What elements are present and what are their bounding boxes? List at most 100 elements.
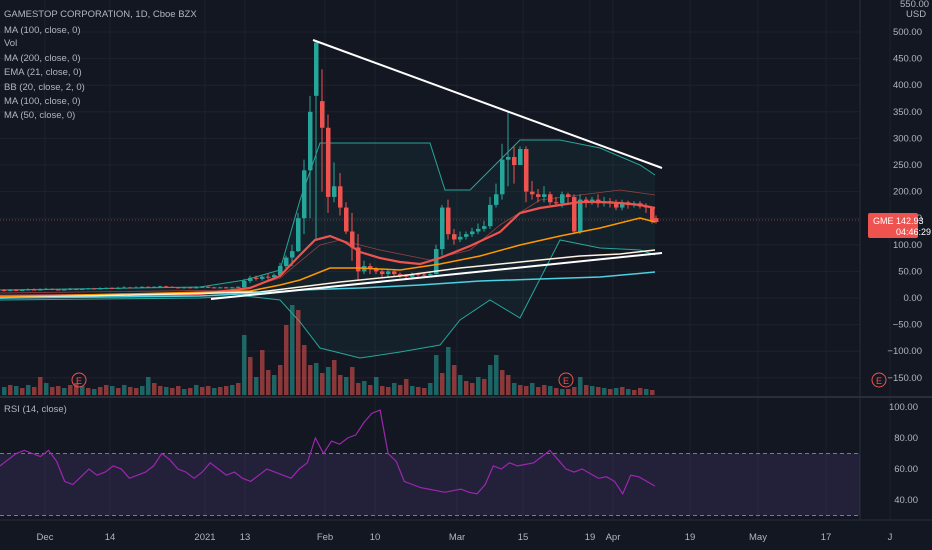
volume-bar-2: [14, 386, 19, 395]
candle-body-27: [164, 286, 169, 288]
candle-body-57: [344, 207, 349, 232]
candle-body-50: [302, 170, 307, 219]
rsi-tick-label: 100.00: [889, 402, 918, 413]
volume-bar-85: [512, 383, 517, 395]
volume-bar-6: [38, 377, 43, 395]
volume-bar-67: [404, 379, 409, 395]
volume-bar-29: [176, 386, 181, 395]
volume-bar-26: [158, 386, 163, 395]
volume-bar-56: [338, 375, 343, 395]
indicator-ma200[interactable]: MA (200, close, 0): [4, 53, 81, 64]
candle-body-0: [2, 290, 7, 292]
candle-body-40: [242, 280, 247, 288]
ma-100-line: [0, 249, 656, 299]
time-tick-label: 19: [585, 532, 596, 543]
volume-bar-38: [230, 385, 235, 395]
candle-body-48: [290, 251, 295, 258]
volume-bar-76: [458, 375, 463, 395]
volume-bar-3: [20, 388, 25, 395]
candle-body-38: [230, 287, 235, 289]
candle-body-16: [98, 288, 103, 290]
volume-bar-52: [314, 363, 319, 395]
candle-body-43: [260, 276, 265, 279]
price-tick-label: −50.00: [893, 320, 922, 331]
volume-bar-40: [242, 335, 247, 395]
candle-body-33: [200, 286, 205, 288]
badge-symbol: GME: [873, 216, 894, 226]
candle-body-30: [182, 287, 187, 289]
volume-bar-82: [494, 355, 499, 395]
trendlines[interactable]: [210, 39, 663, 300]
candle-body-69: [416, 274, 421, 276]
volume-bar-45: [272, 375, 277, 395]
ma-50-line: [0, 217, 656, 298]
volume-bar-30: [182, 389, 187, 395]
volume-bar-41: [248, 357, 253, 395]
candle-body-80: [482, 226, 487, 229]
bb-fill: [0, 140, 655, 358]
candle-body-103: [620, 202, 625, 208]
volume-bar-24: [146, 377, 151, 395]
candle-body-70: [422, 274, 427, 276]
candle-body-64: [386, 271, 391, 275]
candle-body-53: [320, 101, 325, 128]
candle-body-17: [104, 287, 109, 289]
indicator-ma100-top[interactable]: MA (100, close, 0): [4, 25, 81, 36]
time-tick-label: Mar: [449, 532, 465, 543]
candle-body-24: [146, 286, 151, 288]
volume-bar-36: [218, 387, 223, 395]
volume-bar-8: [50, 387, 55, 395]
indicator-ma50[interactable]: MA (50, close, 0): [4, 110, 75, 121]
volume-bar-68: [410, 386, 415, 395]
time-tick-label: 14: [105, 532, 116, 543]
candle-body-81: [488, 204, 493, 227]
volume-bar-101: [608, 389, 613, 395]
candle-body-77: [464, 234, 469, 237]
chart-title[interactable]: GAMESTOP CORPORATION, 1D, Cboe BZX: [4, 9, 197, 20]
grid-lines: [0, 0, 932, 521]
volume-bar-33: [200, 387, 205, 395]
volume-bar-50: [302, 345, 307, 395]
volume-bar-49: [296, 310, 301, 395]
volume-bar-5: [32, 387, 37, 395]
time-tick-label: Feb: [317, 532, 333, 543]
volume-bar-90: [542, 385, 547, 395]
indicator-bb[interactable]: BB (20, close, 2, 0): [4, 82, 85, 93]
volume-bar-57: [344, 377, 349, 395]
candle-body-73: [440, 207, 445, 250]
candle-body-36: [218, 287, 223, 289]
volume-bar-63: [380, 386, 385, 395]
candle-body-28: [170, 286, 175, 288]
volume-bar-19: [116, 388, 121, 395]
earnings-marker-2[interactable]: E: [558, 372, 574, 388]
candle-body-76: [458, 236, 463, 240]
volume-bar-31: [188, 388, 193, 395]
candle-body-32: [194, 287, 199, 289]
earnings-marker-1[interactable]: E: [71, 372, 87, 388]
indicator-ma100[interactable]: MA (100, close, 0): [4, 96, 81, 107]
volume-bar-108: [650, 390, 655, 395]
candle-body-85: [512, 157, 517, 165]
candle-body-21: [128, 287, 133, 289]
candle-body-83: [500, 159, 505, 195]
indicator-vol[interactable]: Vol: [4, 38, 17, 49]
price-tick-label: 0.00: [904, 293, 923, 304]
volume-bar-60: [362, 381, 367, 395]
volume-bar-32: [194, 385, 199, 395]
indicator-ema21[interactable]: EMA (21, close, 0): [4, 67, 82, 78]
volume-bar-7: [44, 383, 49, 395]
volume-bar-91: [548, 386, 553, 395]
time-tick-label: 15: [518, 532, 529, 543]
candle-body-78: [470, 231, 475, 235]
volume-bar-81: [488, 365, 493, 395]
rsi-label[interactable]: RSI (14, close): [4, 404, 67, 415]
time-tick-label: 2021: [194, 532, 215, 543]
candle-body-35: [212, 287, 217, 289]
candle-body-41: [248, 277, 253, 281]
earnings-marker-3[interactable]: E: [871, 372, 887, 388]
volume-bars: [2, 305, 655, 395]
time-tick-label: 17: [821, 532, 832, 543]
volume-bar-66: [398, 385, 403, 395]
candle-body-51: [308, 111, 313, 171]
